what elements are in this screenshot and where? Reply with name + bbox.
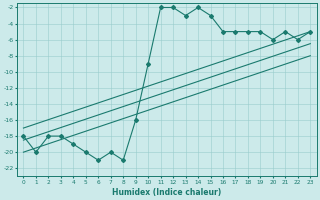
X-axis label: Humidex (Indice chaleur): Humidex (Indice chaleur) <box>112 188 221 197</box>
